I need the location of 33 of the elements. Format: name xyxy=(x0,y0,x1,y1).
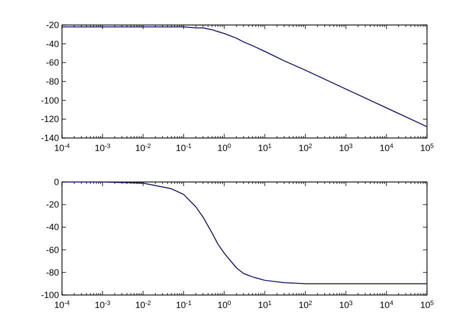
x-tick-label: 10$^{-3}$ xyxy=(94,300,111,310)
y-tick-label: -120 xyxy=(40,114,59,124)
y-tick-label: -40 xyxy=(46,222,59,232)
y-tick-label: -20 xyxy=(46,20,59,30)
x-tick-label: 10$^{-2}$ xyxy=(135,142,152,153)
x-tick-label: 10$^{4}$ xyxy=(380,142,394,153)
x-tick-label: 10$^{-1}$ xyxy=(176,300,192,310)
x-tick-label: 10$^{-3}$ xyxy=(94,142,111,153)
y-tick-label: -60 xyxy=(46,244,59,255)
x-tick-label: 10$^{0}$ xyxy=(217,142,232,153)
y-tick-label: 0 xyxy=(54,177,59,187)
y-tick-label: -100 xyxy=(40,95,59,106)
y-tick-label: -140 xyxy=(40,133,59,143)
y-tick-label: -60 xyxy=(46,58,59,68)
x-tick-label: 10$^{-1}$ xyxy=(176,142,192,153)
x-tick-label: 10$^{-4}$ xyxy=(54,300,70,310)
y-tick-label: -100 xyxy=(40,290,59,300)
y-tick-label: -80 xyxy=(46,76,59,86)
y-tick-label: -20 xyxy=(46,200,59,210)
x-tick-label: 10$^{3}$ xyxy=(339,300,354,310)
y-tick-label: -80 xyxy=(46,267,59,278)
x-tick-label: 10$^{1}$ xyxy=(258,142,272,153)
x-tick-label: 10$^{-2}$ xyxy=(135,300,152,310)
x-tick-label: 10$^{5}$ xyxy=(420,142,434,153)
x-tick-label: 10$^{4}$ xyxy=(380,300,394,310)
x-tick-label: 10$^{5}$ xyxy=(420,300,434,310)
x-tick-label: 10$^{2}$ xyxy=(298,300,313,310)
x-tick-label: 10$^{-4}$ xyxy=(54,142,70,153)
y-tick-label: -40 xyxy=(46,38,59,49)
x-tick-label: 10$^{0}$ xyxy=(217,300,232,310)
x-tick-label: 10$^{3}$ xyxy=(339,142,354,153)
x-tick-label: 10$^{2}$ xyxy=(298,142,313,153)
x-tick-label: 10$^{1}$ xyxy=(258,300,272,310)
